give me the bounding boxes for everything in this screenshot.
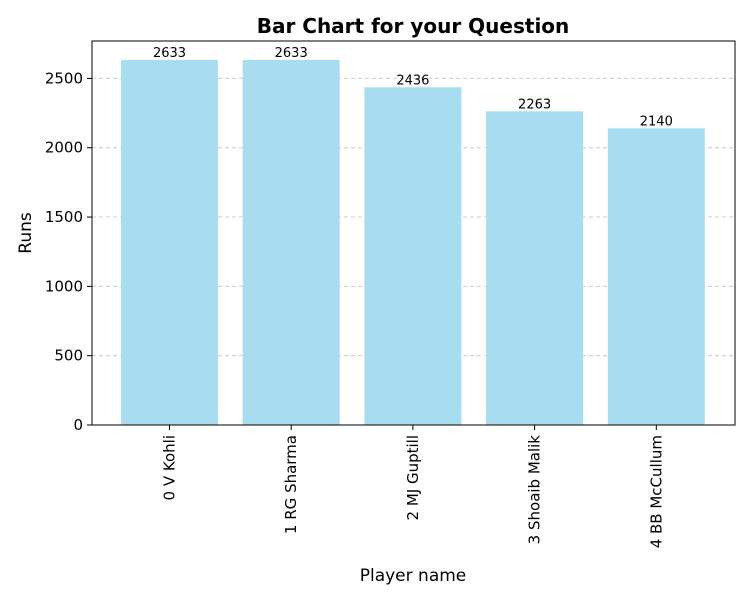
y-tick-label: 2500 — [45, 69, 83, 87]
bar — [607, 128, 705, 425]
x-tick-label: 3 Shoaib Malik — [526, 435, 544, 545]
axes: 0 500 1000 1500 2000 2500 0 V Kohli 1 RG Sharma… — [45, 69, 665, 548]
bar — [242, 59, 340, 425]
y-tick-label: 2000 — [45, 139, 83, 157]
bar — [486, 111, 584, 425]
bar-value-label: 2436 — [396, 73, 429, 88]
x-tick-label: 1 RG Sharma — [282, 435, 300, 534]
bar-value-label: 2633 — [153, 46, 186, 61]
bar-value-label: 2263 — [518, 97, 551, 112]
y-tick-label: 1500 — [45, 208, 83, 226]
bar — [364, 87, 462, 425]
y-tick-label: 1000 — [45, 277, 83, 295]
bars — [121, 59, 705, 425]
y-axis-label: Runs — [16, 212, 36, 254]
x-tick-label: 4 BB McCullum — [647, 435, 665, 548]
x-axis-label: Player name — [360, 566, 467, 586]
chart-title: Bar Chart for your Question — [257, 14, 570, 38]
x-tick-label: 0 V Kohli — [161, 435, 179, 500]
plot-frame — [91, 40, 736, 426]
bar-value-label: 2633 — [275, 46, 308, 61]
y-tick-label: 0 — [73, 416, 83, 434]
bar-value-label: 2140 — [640, 114, 673, 129]
data-labels: 2633 2633 2436 2263 2140 — [153, 46, 673, 129]
x-tick-label: 2 MJ Guptill — [404, 435, 422, 520]
y-tick-label: 500 — [54, 347, 83, 365]
bar — [121, 59, 218, 425]
